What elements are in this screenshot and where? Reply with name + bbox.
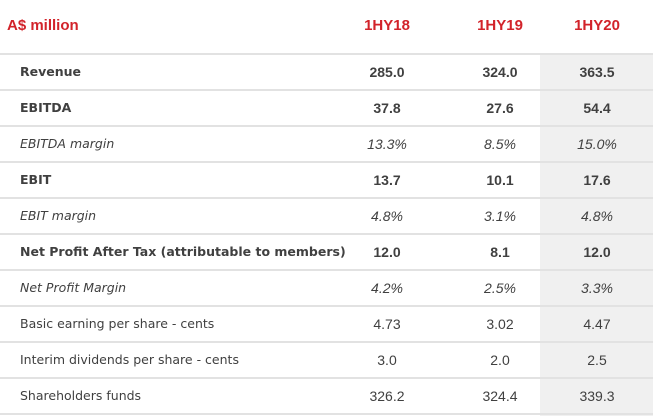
row-value: 4.8% [581,208,613,224]
row-label: Basic earning per share - cents [20,316,215,331]
table-row: Interim dividends per share - cents 3.0 2.… [0,341,653,377]
period-header: 1HY18 [364,17,410,34]
row-value: 2.5 [587,352,607,368]
table-row: Basic earning per share - cents 4.73 3.02 4… [0,305,653,341]
table-row: Net Profit Margin 4.2% 2.5% 3.3% [0,269,653,305]
row-value: 3.1% [484,208,516,224]
row-label: Net Profit After Tax (attributable to me… [20,244,346,259]
row-label: Interim dividends per share - cents [20,352,239,367]
row-label: Revenue [20,64,82,79]
unit-header: A$ million [7,17,79,34]
table-row: EBITDA 37.8 27.6 54.4 [0,89,653,125]
row-value: 285.0 [369,64,405,80]
row-value: 324.0 [482,64,518,80]
row-value: 54.4 [583,100,611,116]
period-header: 1HY20 [574,17,620,34]
row-value: 4.47 [583,316,611,332]
table-row: Revenue 285.0 324.0 363.5 [0,53,653,89]
row-value: 10.1 [486,172,514,188]
table-bottom-divider [0,413,653,415]
row-value: 2.0 [490,352,510,368]
row-value: 4.2% [371,280,403,296]
row-label: EBIT margin [20,208,97,223]
row-value: 3.02 [486,316,514,332]
row-value: 2.5% [484,280,516,296]
row-label: EBIT [20,172,52,187]
row-value: 27.6 [486,100,514,116]
row-value: 12.0 [373,244,401,260]
row-value: 326.2 [369,388,405,404]
table-row: Shareholders funds 326.2 324.4 339.3 [0,377,653,413]
row-value: 363.5 [579,64,615,80]
row-label: EBITDA margin [20,136,115,151]
row-value: 4.8% [371,208,403,224]
table-row: EBIT 13.7 10.1 17.6 [0,161,653,197]
row-label: Net Profit Margin [20,280,127,295]
row-value: 13.3% [367,136,407,152]
row-value: 37.8 [373,100,401,116]
table-row: EBIT margin 4.8% 3.1% 4.8% [0,197,653,233]
row-value: 8.5% [484,136,516,152]
row-value: 339.3 [579,388,615,404]
row-label: EBITDA [20,100,72,115]
row-value: 324.4 [482,388,518,404]
row-value: 8.1 [490,244,510,260]
row-label: Shareholders funds [20,388,142,403]
row-value: 13.7 [373,172,401,188]
table-row: Net Profit After Tax (attributable to me… [0,233,653,269]
row-value: 17.6 [583,172,611,188]
table-row: EBITDA margin 13.3% 8.5% 15.0% [0,125,653,161]
row-value: 4.73 [373,316,401,332]
row-value: 3.3% [581,280,613,296]
row-value: 12.0 [583,244,611,260]
row-value: 3.0 [377,352,397,368]
row-value: 15.0% [577,136,617,152]
period-header: 1HY19 [477,17,523,34]
